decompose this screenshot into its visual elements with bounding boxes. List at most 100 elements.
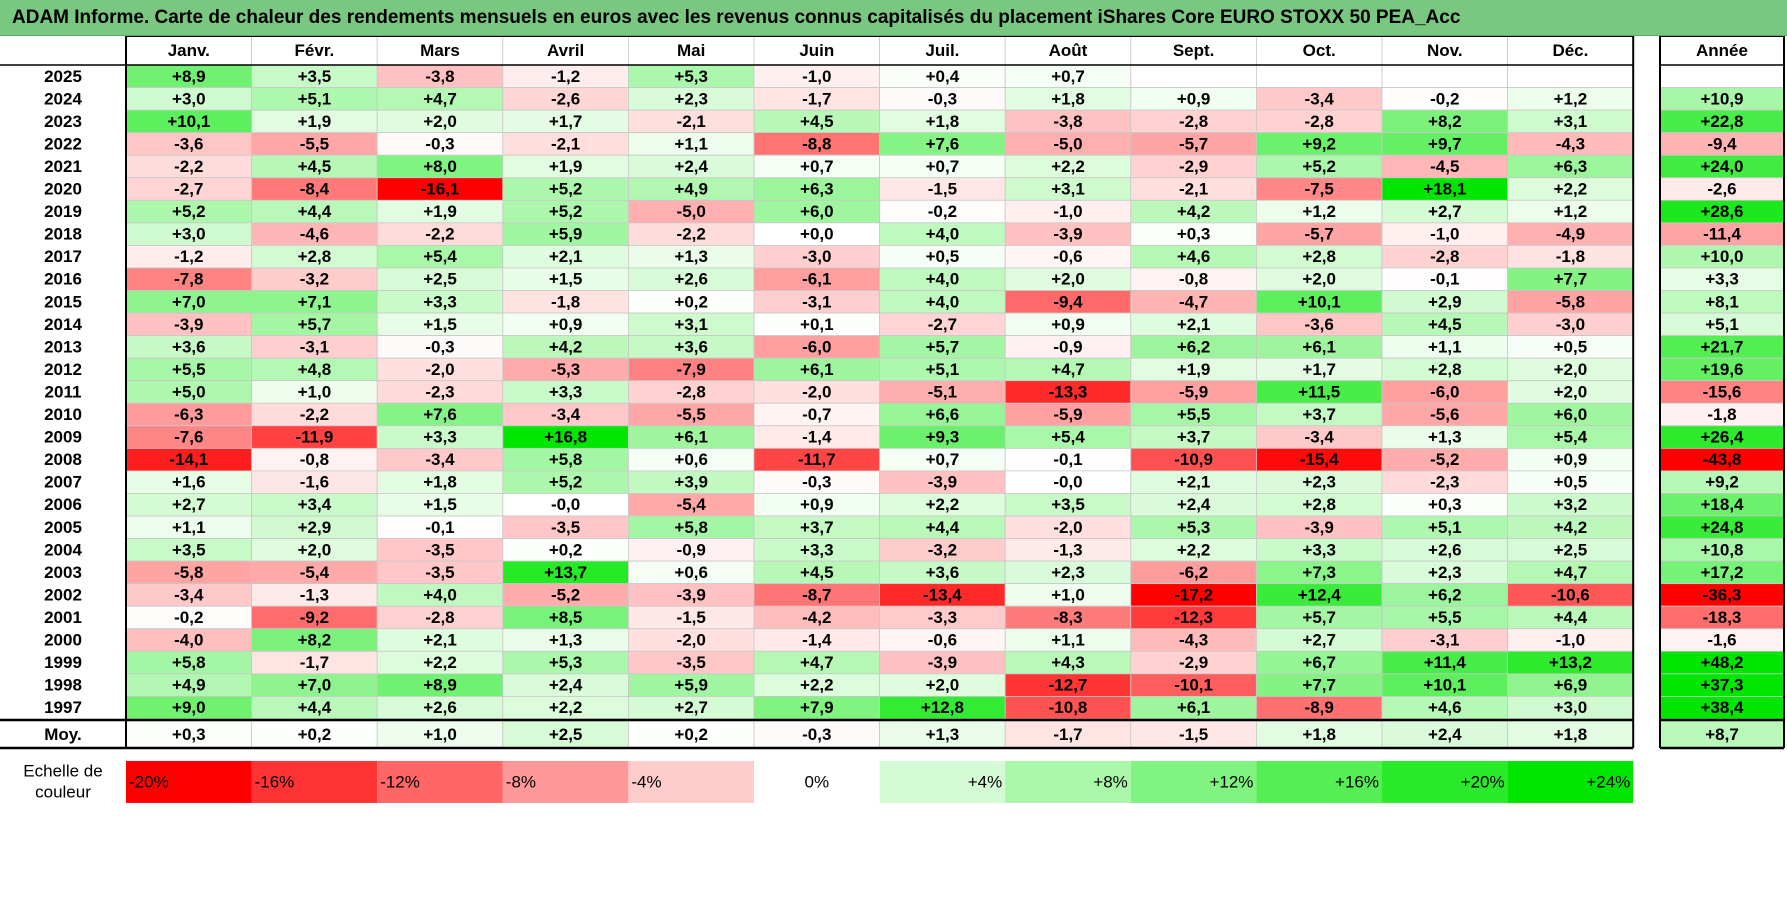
annual-cell-value: -43,8: [1703, 450, 1742, 469]
heatmap-cell-value: +4,6: [1177, 247, 1211, 266]
heatmap-cell: [1130, 64, 1257, 88]
heatmap-cell-value: +0,2: [674, 292, 708, 311]
annual-cell-value: +38,4: [1700, 698, 1744, 717]
month-header-cell: [753, 36, 880, 66]
heatmap-cell-value: +2,0: [1554, 360, 1588, 379]
month-header-label: Janv.: [168, 41, 210, 60]
heatmap-cell-value: +1,2: [1302, 202, 1336, 221]
heatmap-cell-value: +5,9: [549, 225, 583, 244]
heatmap-cell-value: -2,2: [174, 157, 203, 176]
heatmap-cell-value: +0,9: [549, 315, 583, 334]
heatmap-cell-value: -4,7: [1179, 292, 1208, 311]
heatmap-svg: Janv. Févr. Mars Avril Mai Juin Juil. Août Sept.…: [0, 36, 1785, 803]
color-scale-swatch: [1382, 760, 1508, 803]
annual-cell-value: +22,8: [1700, 112, 1743, 131]
heatmap-cell-value: -1,5: [677, 608, 706, 627]
average-cell: [1004, 720, 1132, 749]
heatmap-cell-value: -8,4: [300, 180, 330, 199]
heatmap-cell-value: +1,9: [549, 157, 583, 176]
color-scale-stop-label: -16%: [255, 772, 295, 791]
heatmap-cell-value: +1,3: [549, 631, 583, 650]
heatmap-cell-value: +6,0: [800, 202, 834, 221]
heatmap-cell-value: -6,3: [174, 405, 203, 424]
heatmap-cell-value: +3,3: [549, 382, 583, 401]
heatmap-cell-value: +6,6: [926, 405, 960, 424]
heatmap-cell-value: +18,1: [1423, 180, 1466, 199]
row-year-label: 2017: [44, 247, 82, 266]
heatmap-cell-value: -15,4: [1300, 450, 1339, 469]
heatmap-cell-value: -3,4: [1305, 428, 1335, 447]
heatmap-cell-value: -0,2: [1430, 89, 1459, 108]
heatmap-cell-value: -2,9: [1179, 653, 1208, 672]
month-header-label: Déc.: [1552, 41, 1588, 60]
heatmap-cell-value: +5,5: [172, 360, 206, 379]
heatmap-cell: [1381, 64, 1508, 88]
heatmap-cell-value: +1,2: [1554, 89, 1588, 108]
heatmap-cell-value: -0,1: [1053, 450, 1082, 469]
heatmap-cell-value: -2,0: [802, 382, 831, 401]
heatmap-cell-value: +6,9: [1554, 676, 1588, 695]
heatmap-cell-value: +2,0: [1302, 270, 1336, 289]
heatmap-cell-value: +2,7: [1302, 631, 1336, 650]
heatmap-cell-value: +0,5: [1554, 473, 1588, 492]
heatmap-cell-value: +4,7: [1554, 563, 1588, 582]
heatmap-cell-value: +5,2: [549, 180, 583, 199]
month-header-cell: [251, 36, 378, 66]
month-header-label: Avril: [547, 41, 584, 60]
average-cell: [1507, 720, 1634, 749]
month-header-cell: [376, 36, 504, 66]
heatmap-cell-value: -1,3: [300, 585, 329, 604]
heatmap-cell-value: -0,9: [677, 540, 706, 559]
heatmap-cell-value: +5,8: [549, 450, 583, 469]
heatmap-cell-value: +1,7: [549, 112, 583, 131]
heatmap-cell-value: +5,4: [1051, 428, 1085, 447]
heatmap-cell-value: +9,3: [926, 428, 960, 447]
heatmap-cell-value: -1,0: [1053, 202, 1082, 221]
annual-cell-value: +10,9: [1700, 89, 1743, 108]
month-header-label: Févr.: [295, 41, 335, 60]
heatmap-cell-value: +16,8: [544, 428, 587, 447]
heatmap-cell-value: -1,0: [1556, 631, 1585, 650]
heatmap-cell-value: -5,3: [551, 360, 580, 379]
color-scale-stop-label: +4%: [968, 772, 1003, 791]
color-scale-label-line1: Echelle de: [23, 761, 102, 780]
heatmap-cell-value: +1,1: [674, 134, 708, 153]
heatmap-cell-value: +5,5: [1428, 608, 1462, 627]
heatmap-cell-value: +7,6: [423, 405, 457, 424]
heatmap-cell-value: +5,7: [298, 315, 332, 334]
month-header-label: Mars: [420, 41, 460, 60]
annual-cell-value: -1,6: [1707, 631, 1736, 650]
heatmap-cell-value: +2,5: [1554, 540, 1588, 559]
heatmap-cell-value: -2,7: [174, 180, 203, 199]
color-scale-swatch: [879, 760, 1006, 803]
heatmap-cell-value: +4,6: [1428, 698, 1462, 717]
heatmap-cell-value: -1,0: [1430, 225, 1459, 244]
heatmap-cell-value: +0,7: [926, 157, 960, 176]
color-scale-swatch: [377, 760, 503, 803]
heatmap-cell-value: -3,9: [677, 585, 706, 604]
heatmap-cell-value: -2,2: [677, 225, 706, 244]
heatmap-cell-value: -2,8: [1305, 112, 1334, 131]
month-header-label: Juin: [799, 41, 834, 60]
month-header-label: Mai: [677, 41, 705, 60]
heatmap-cell-value: -1,0: [802, 67, 831, 86]
heatmap-cell-value: -6,2: [1179, 563, 1208, 582]
heatmap-cell-value: +2,2: [549, 698, 583, 717]
heatmap-cell-value: +0,1: [800, 315, 834, 334]
month-header-cell: [628, 36, 755, 66]
heatmap-cell-value: +1,9: [423, 202, 457, 221]
heatmap-cell-value: +3,4: [298, 495, 332, 514]
row-year-label: 2021: [44, 157, 82, 176]
average-annual-cell: [1659, 720, 1785, 749]
heatmap-cell-value: -5,2: [551, 585, 580, 604]
heatmap-cell-value: +10,1: [1298, 292, 1341, 311]
heatmap-cell-value: +2,7: [172, 495, 206, 514]
heatmap-cell-value: -1,7: [802, 89, 831, 108]
heatmap-cell-value: +3,2: [1554, 495, 1588, 514]
heatmap-cell-value: +5,4: [1554, 428, 1588, 447]
average-cell-value: +1,8: [1554, 725, 1588, 744]
heatmap-cell-value: -17,2: [1174, 585, 1213, 604]
heatmap-cell-value: +5,9: [674, 676, 708, 695]
color-scale-swatch: [1130, 760, 1257, 803]
heatmap-cell-value: +4,9: [674, 180, 708, 199]
